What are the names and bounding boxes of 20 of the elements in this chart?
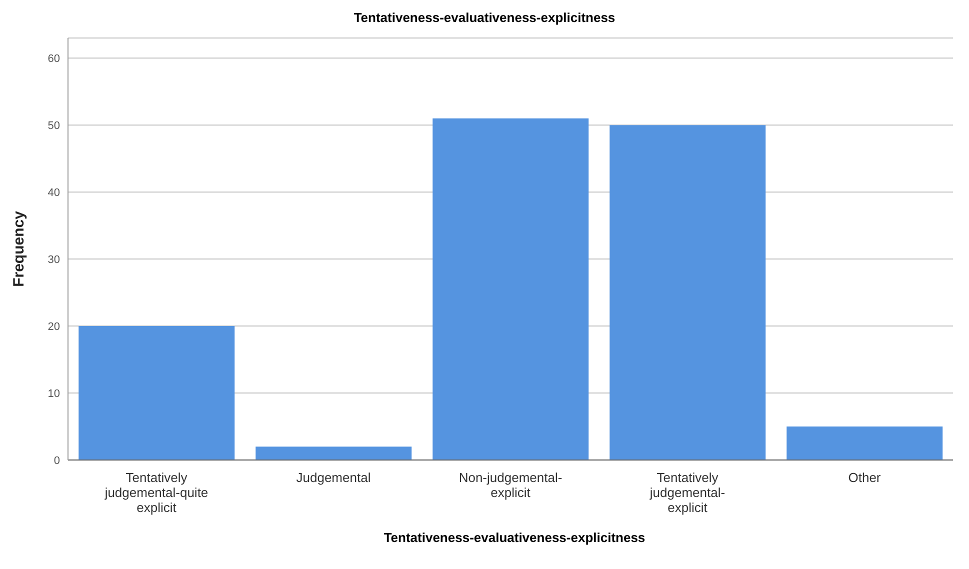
y-tick-label: 50 — [48, 120, 60, 132]
bar — [432, 118, 589, 460]
bar — [786, 426, 943, 460]
y-tick-label: 60 — [48, 53, 60, 65]
y-axis-title: Frequency — [10, 210, 28, 287]
x-tick-label: Tentatively judgemental-explicit — [648, 470, 726, 515]
y-tick-label: 10 — [48, 388, 60, 400]
x-tick-label: Judgemental — [296, 470, 371, 485]
chart-title: Tentativeness-evaluativeness-explicitness — [352, 9, 616, 27]
x-axis-title: Tentativeness-evaluativeness-explicitness — [382, 530, 646, 545]
x-tick-label: Tentatively judgemental-quite explicit — [104, 470, 208, 515]
bar — [256, 446, 412, 460]
y-tick-label: 40 — [48, 186, 60, 199]
y-tick-label: 30 — [48, 254, 60, 266]
bar — [610, 125, 766, 460]
y-tick-label: 20 — [48, 320, 60, 333]
x-tick-label: Non-judgemental-explicit — [458, 470, 562, 500]
bar — [78, 326, 235, 460]
x-tick-label: Other — [848, 470, 882, 485]
y-tick-label: 0 — [54, 454, 60, 467]
